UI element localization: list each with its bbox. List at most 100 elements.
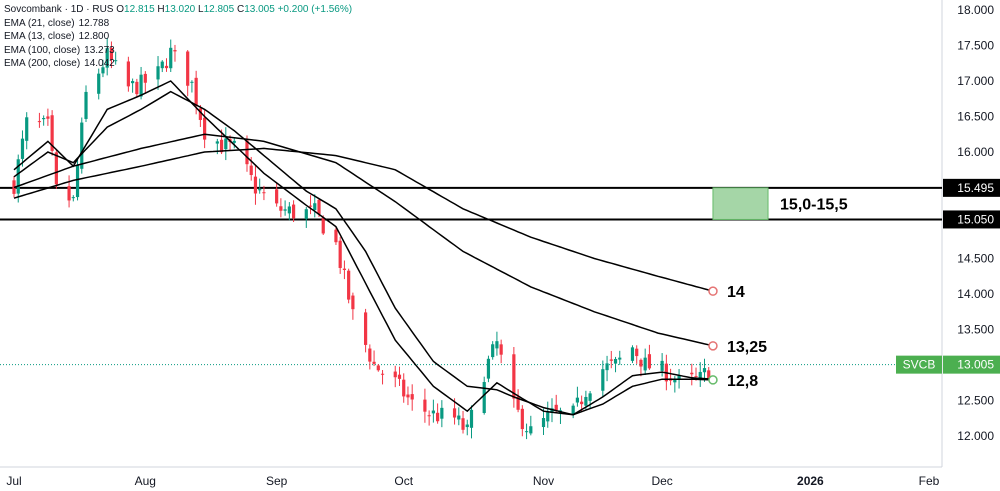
ema-13-value: 12.800: [78, 31, 110, 42]
candle-down: [291, 204, 296, 219]
candle-down: [363, 312, 368, 345]
candle-down: [402, 379, 406, 397]
candle-down: [347, 270, 351, 300]
y-tick-label: 13.500: [957, 323, 994, 337]
candle-up: [283, 209, 287, 211]
candle-down: [338, 240, 342, 268]
candle-up: [541, 418, 546, 428]
candle-up: [258, 189, 262, 191]
candle-down: [203, 117, 207, 140]
candle-up: [613, 358, 618, 364]
candle-down: [647, 354, 652, 369]
ema-100-label: EMA (100, close): [4, 44, 81, 56]
y-tick-label: 14.500: [957, 252, 994, 266]
candle-down: [554, 404, 558, 411]
target-label: 13,25: [727, 339, 767, 356]
target-zone: 15,0-15,5: [712, 187, 848, 220]
candle-down: [410, 394, 414, 400]
candle-up: [139, 74, 143, 97]
candle-down: [423, 399, 427, 412]
candle-up: [71, 197, 75, 199]
candle-up: [304, 209, 308, 219]
candle-up: [16, 159, 20, 194]
candle-down: [690, 372, 694, 375]
candle-up: [618, 357, 622, 360]
candle-down: [372, 361, 376, 364]
candle-down: [249, 165, 253, 176]
candle-up: [702, 368, 707, 373]
candle-down: [380, 373, 385, 375]
last-price-text: 13.005: [957, 358, 994, 372]
y-tick-label: 16.000: [957, 145, 994, 159]
change-value: +0.200 (+1.56%): [277, 4, 353, 15]
zone-rect: [712, 187, 769, 220]
candle-up: [469, 409, 474, 428]
level-price-text: 15.495: [957, 181, 994, 195]
price-grid: [0, 0, 943, 468]
candle-up: [677, 375, 681, 379]
ema-13-label: EMA (13, close): [4, 31, 75, 42]
candle-up: [550, 408, 554, 413]
symbol-label[interactable]: Sovcombank · 1D · RUS: [4, 4, 114, 15]
candle-down: [279, 206, 283, 211]
ema-legend-item[interactable]: EMA (100, close) 13.273: [4, 44, 352, 58]
x-tick-label: 2026: [797, 474, 824, 488]
candle-down: [427, 415, 431, 417]
candle-down: [393, 371, 397, 378]
ema-13-line: [13, 80, 714, 416]
ema-200-label: EMA (200, close): [4, 58, 81, 69]
candle-down: [351, 295, 355, 310]
candle-up: [482, 382, 486, 413]
ema-legend-item[interactable]: EMA (200, close) 14.042: [4, 57, 352, 71]
candle-up: [169, 47, 173, 69]
candle-down: [67, 186, 71, 201]
candle-down: [452, 408, 457, 418]
ticker-label: SVCB: [903, 358, 936, 372]
ema-legend-item[interactable]: EMA (21, close) 12.788: [4, 17, 352, 31]
candle-up: [224, 138, 228, 150]
candle-up: [114, 60, 118, 62]
candle-down: [37, 121, 42, 123]
ema-200-value: 14.042: [84, 58, 115, 69]
ticker-tag: [896, 355, 942, 374]
target-label: 12,8: [727, 373, 758, 390]
candle-down: [397, 374, 402, 379]
high-value: 13.020: [164, 4, 196, 15]
candle-up: [571, 405, 575, 415]
candle-down: [516, 396, 520, 410]
candle-up: [190, 81, 194, 83]
candle-down: [186, 51, 190, 86]
candle-up: [673, 380, 677, 383]
x-tick-label: Oct: [394, 474, 413, 488]
candle-up: [25, 117, 29, 141]
candle-up: [131, 81, 135, 84]
candle-up: [440, 407, 444, 419]
candle-down: [308, 205, 313, 207]
candle-down: [126, 61, 130, 87]
candle-down: [50, 115, 54, 151]
candle-up: [232, 140, 236, 143]
y-tick-label: 14.000: [957, 287, 994, 301]
chart-legend: Sovcombank · 1D · RUS O12.815 H13.020 L1…: [4, 3, 352, 71]
high-key: H: [157, 4, 165, 15]
ema-legend-item[interactable]: EMA (13, close) 12.800: [4, 30, 352, 44]
candle-down: [436, 412, 440, 422]
level-price-tag: [943, 210, 1000, 229]
zone-label: 15,0-15,5: [780, 197, 848, 214]
candle-up: [84, 91, 88, 119]
time-axis[interactable]: Jul Aug Sep Oct Nov Dec 2026 Feb: [6, 474, 939, 488]
target-labels: 14 13,25 12,8: [708, 284, 767, 390]
ema-lines: [13, 80, 714, 416]
price-axis[interactable]: 18.00017.50017.00016.50016.00015.50015.0…: [896, 3, 1000, 443]
candle-down: [135, 81, 139, 95]
candle-up: [698, 371, 702, 379]
candle-down: [512, 354, 516, 399]
candle-down: [164, 65, 169, 69]
y-tick-label: 12.000: [957, 429, 994, 443]
y-tick-label: 12.500: [957, 394, 994, 408]
candle-down: [143, 73, 147, 83]
x-tick-label: Dec: [651, 474, 672, 488]
candle-up: [101, 67, 105, 74]
candle-down: [173, 50, 177, 52]
